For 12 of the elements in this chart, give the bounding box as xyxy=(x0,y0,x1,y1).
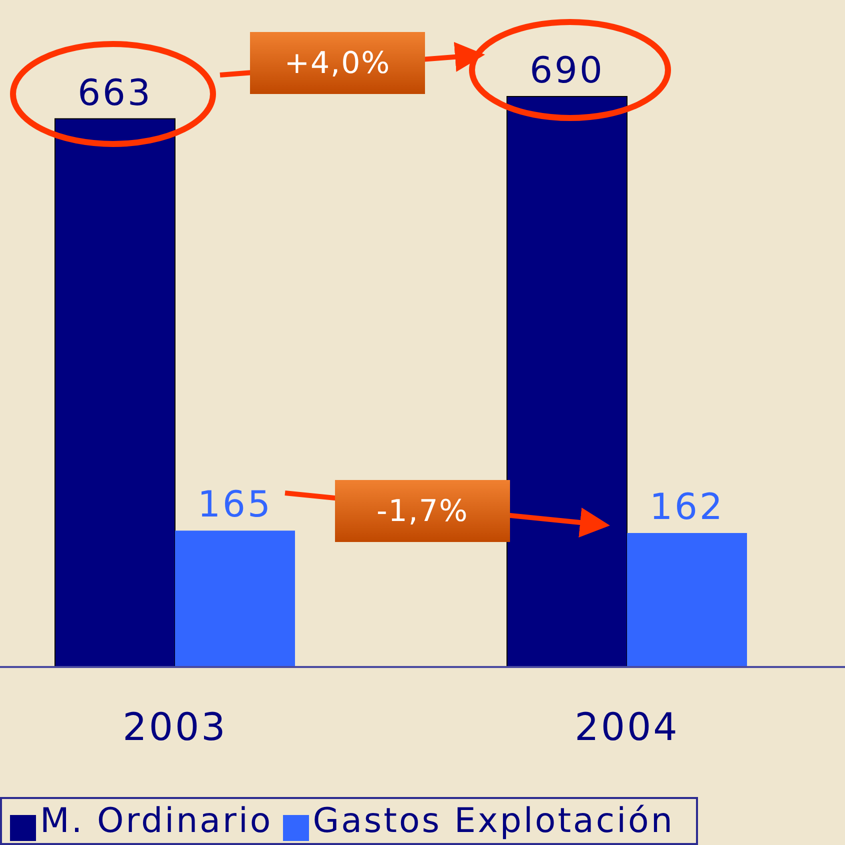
text: +4,0% xyxy=(250,32,425,94)
data-label: 165 xyxy=(198,484,272,526)
bar xyxy=(175,530,295,667)
x-tick-label: 2003 xyxy=(122,704,228,749)
bar xyxy=(627,533,747,667)
data-label: 690 xyxy=(530,50,604,92)
legend-label: Gastos Explotación xyxy=(312,801,674,841)
data-label: 663 xyxy=(78,72,152,114)
legend-label: M. Ordinario xyxy=(40,801,273,841)
annotation: -1,7% xyxy=(335,480,510,542)
data-label: 162 xyxy=(650,487,724,528)
x-tick-label: 2004 xyxy=(574,704,680,749)
